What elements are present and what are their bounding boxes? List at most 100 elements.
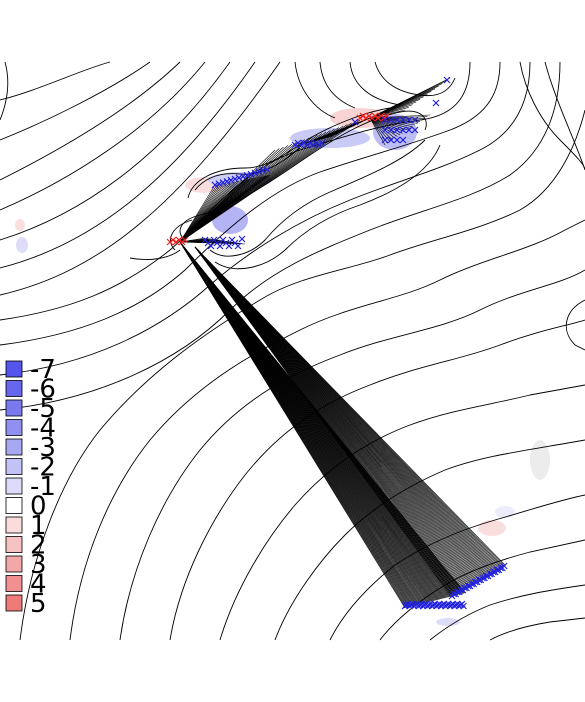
negative-marker [255, 168, 263, 176]
contour-line [429, 584, 585, 641]
contour-line [349, 61, 401, 106]
legend-label: 3 [30, 550, 47, 580]
legend-swatch [5, 419, 23, 436]
negative-marker [411, 126, 419, 134]
positive-marker [368, 114, 376, 122]
contour-line [0, 61, 501, 346]
contour-line [0, 61, 231, 241]
negative-marker [500, 562, 508, 570]
legend-label: -1 [30, 472, 56, 502]
contour-line [0, 61, 531, 376]
negative-marker [460, 602, 467, 610]
negative-marker [251, 169, 259, 177]
negative-marker [223, 177, 231, 185]
negative-marker [399, 116, 407, 124]
negative-marker [297, 141, 305, 149]
negative-marker [306, 139, 314, 147]
legend-swatch [5, 516, 23, 534]
connection-line [179, 119, 361, 243]
legend-label: 4 [30, 570, 47, 600]
contour-line [69, 219, 585, 641]
negative-marker [393, 136, 401, 144]
legend-swatch [5, 575, 23, 592]
negative-marker [443, 76, 451, 84]
legend-label: -5 [30, 394, 56, 424]
legend-swatch [5, 360, 23, 378]
negative-marker [489, 568, 497, 576]
negative-marker [219, 179, 227, 187]
legend-swatch [5, 458, 23, 475]
negative-marker [312, 139, 320, 147]
negative-marker [381, 116, 389, 124]
positive-marker [362, 114, 370, 122]
negative-marker [387, 116, 395, 124]
contour-line [170, 219, 193, 251]
connection-line [369, 117, 393, 141]
legend-label: -3 [30, 433, 56, 463]
legend-swatch [5, 594, 23, 612]
connection-lines [179, 77, 506, 609]
contour-line [0, 61, 181, 181]
positive-marker [169, 236, 177, 244]
negative-marker [479, 574, 487, 582]
positive-marker [181, 236, 189, 244]
contour-line [489, 617, 585, 641]
contour-line [519, 61, 585, 171]
negative-marker [227, 176, 235, 184]
legend-swatch [5, 380, 23, 397]
contour-line [169, 319, 585, 641]
contour-line [374, 61, 456, 97]
negative-marker [486, 570, 494, 578]
positive-marker [371, 112, 379, 120]
negative-marker [216, 242, 224, 250]
negative-marker [234, 242, 242, 250]
contour-line [294, 61, 336, 119]
contour-line [319, 61, 356, 109]
negative-marker [461, 584, 469, 592]
negative-marker [291, 141, 299, 149]
negative-marker [315, 141, 323, 149]
positive-marker [175, 236, 183, 244]
contour-lines [0, 61, 585, 641]
negative-marker [303, 141, 311, 149]
negative-marker [393, 126, 401, 134]
negative-marker [457, 586, 465, 594]
negative-marker [211, 181, 219, 189]
negative-marker [243, 171, 251, 179]
negative-marker [497, 564, 505, 572]
legend-label: -2 [30, 453, 56, 483]
contour-line [214, 144, 441, 270]
legend-label: 2 [30, 531, 47, 561]
legend-swatch [5, 555, 23, 573]
negative-marker [294, 139, 302, 147]
negative-marker [225, 242, 233, 250]
negative-marker [239, 173, 247, 181]
negative-marker [238, 235, 246, 243]
shaded-anomaly-areas [15, 108, 550, 626]
legend-swatch [5, 536, 23, 553]
negative-marker [259, 167, 267, 175]
negative-marker [471, 578, 479, 586]
negative-marker [387, 126, 395, 134]
negative-marker [247, 170, 255, 178]
negative-marker [399, 126, 407, 134]
positive-marker [374, 114, 382, 122]
negative-marker [318, 139, 326, 147]
contour-line [209, 139, 426, 257]
legend-label: 1 [30, 511, 47, 541]
positive-shade-south [478, 520, 506, 536]
negative-shade-left [16, 237, 28, 253]
contour-line [0, 61, 256, 269]
contour-line [0, 61, 111, 101]
connection-line [369, 117, 386, 146]
positive-marker [356, 114, 364, 122]
negative-marker [405, 116, 413, 124]
negative-marker [381, 126, 389, 134]
contour-line [565, 299, 585, 351]
negative-marker [381, 136, 389, 144]
legend-swatch [5, 399, 23, 417]
contour-line [19, 109, 585, 641]
negative-marker [464, 582, 472, 590]
